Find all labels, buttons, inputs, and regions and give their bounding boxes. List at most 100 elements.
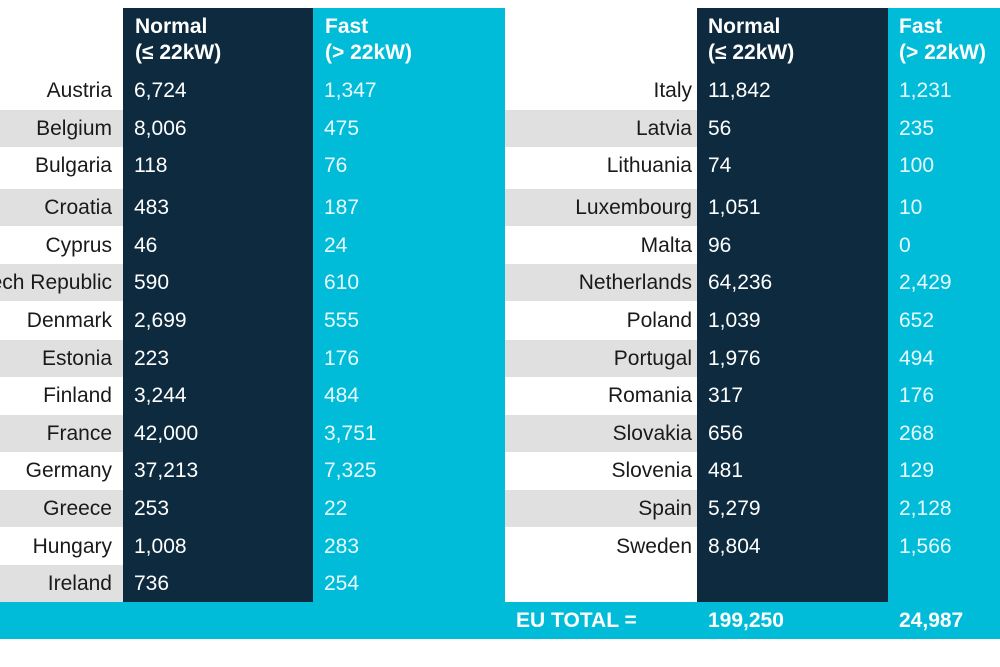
row-stripe <box>0 110 123 147</box>
fast-column-background <box>888 8 1000 602</box>
normal-value: 1,039 <box>708 309 761 332</box>
normal-value: 64,236 <box>708 271 773 294</box>
country-label: Portugal <box>613 347 692 370</box>
normal-value: 8,804 <box>708 535 761 558</box>
fast-value: 475 <box>324 117 360 140</box>
normal-value: 46 <box>134 234 158 257</box>
table-row: France 42,000 3,751 <box>0 415 505 452</box>
table-row: Malta 96 0 <box>505 227 1000 264</box>
fast-value: 610 <box>324 271 360 294</box>
table-row: Latvia 56 235 <box>505 110 1000 147</box>
fast-value: 176 <box>324 347 360 370</box>
normal-value: 483 <box>134 196 170 219</box>
row-stripe <box>505 415 697 452</box>
eu-total-bar <box>0 602 1000 639</box>
fast-value: 1,347 <box>324 79 377 102</box>
table-row: Hungary 1,008 283 <box>0 528 505 565</box>
normal-value: 481 <box>708 459 744 482</box>
table-row: Luxembourg 1,051 10 <box>505 189 1000 226</box>
fast-value: 555 <box>324 309 360 332</box>
normal-value: 656 <box>708 422 744 445</box>
row-stripe <box>0 415 123 452</box>
normal-value: 223 <box>134 347 170 370</box>
table-row: Croatia 483 187 <box>0 189 505 226</box>
table-row: Spain 5,279 2,128 <box>505 490 1000 527</box>
country-label: Austria <box>46 79 112 102</box>
country-label: Latvia <box>635 117 692 140</box>
fast-value: 494 <box>899 347 935 370</box>
country-label: Italy <box>653 79 692 102</box>
table-row: Ireland 736 254 <box>0 565 505 602</box>
table-row: Estonia 223 176 <box>0 340 505 377</box>
country-label: Ireland <box>47 572 112 595</box>
table-row: Lithuania 74 100 <box>505 147 1000 184</box>
normal-value: 1,008 <box>134 535 187 558</box>
fast-header-line1: Fast <box>899 15 943 38</box>
normal-header-line1: Normal <box>135 15 208 38</box>
normal-value: 11,842 <box>708 79 771 102</box>
normal-value: 736 <box>134 572 170 595</box>
normal-value: 590 <box>134 271 170 294</box>
fast-value: 129 <box>899 459 935 482</box>
country-label: Denmark <box>26 309 112 332</box>
country-label: Poland <box>626 309 692 332</box>
fast-value: 22 <box>324 497 348 520</box>
normal-value: 253 <box>134 497 170 520</box>
normal-value: 56 <box>708 117 732 140</box>
fast-value: 484 <box>324 384 360 407</box>
country-label: Bulgaria <box>34 154 112 177</box>
normal-value: 1,051 <box>708 196 761 219</box>
normal-value: 37,213 <box>134 459 199 482</box>
table-row: Sweden 8,804 1,566 <box>505 528 1000 565</box>
table-row: Germany 37,213 7,325 <box>0 452 505 489</box>
normal-value: 1,976 <box>708 347 761 370</box>
fast-value: 2,429 <box>899 271 952 294</box>
fast-value: 100 <box>899 154 935 177</box>
normal-column-background <box>697 8 888 602</box>
country-label: Croatia <box>44 196 112 219</box>
country-label: Germany <box>25 459 112 482</box>
country-label: France <box>46 422 112 445</box>
fast-column-background <box>313 8 505 602</box>
fast-value: 7,325 <box>324 459 377 482</box>
fast-value: 283 <box>324 535 360 558</box>
fast-value: 0 <box>899 234 911 257</box>
country-label: Romania <box>607 384 692 407</box>
eu-total-label: EU TOTAL = <box>516 609 637 632</box>
country-label: Spain <box>638 497 692 520</box>
table-row: Italy 11,842 1,231 <box>505 72 1000 109</box>
row-stripe <box>0 340 123 377</box>
row-stripe <box>505 340 697 377</box>
eu-total-fast-value: 24,987 <box>899 609 964 632</box>
normal-column-header: Normal (≤ 22kW) <box>708 14 794 66</box>
table-row: Belgium 8,006 475 <box>0 110 505 147</box>
fast-column-header: Fast (> 22kW) <box>325 14 412 66</box>
row-stripe <box>505 490 697 527</box>
normal-header-line1: Normal <box>708 15 781 38</box>
normal-value: 2,699 <box>134 309 187 332</box>
fast-value: 652 <box>899 309 935 332</box>
country-label: Estonia <box>41 347 112 370</box>
country-label: Hungary <box>32 535 112 558</box>
country-label: Luxembourg <box>575 196 692 219</box>
fast-value: 3,751 <box>324 422 377 445</box>
normal-column-header: Normal (≤ 22kW) <box>135 14 221 66</box>
fast-value: 1,231 <box>899 79 952 102</box>
table-row: Finland 3,244 484 <box>0 377 505 414</box>
normal-value: 3,244 <box>134 384 187 407</box>
normal-value: 118 <box>134 154 168 177</box>
table-row: Bulgaria 118 76 <box>0 147 505 184</box>
fast-value: 268 <box>899 422 935 445</box>
country-label: Lithuania <box>606 154 692 177</box>
normal-value: 74 <box>708 154 732 177</box>
table-row: Portugal 1,976 494 <box>505 340 1000 377</box>
table-row: ech Republic 590 610 <box>0 264 505 301</box>
country-label: Cyprus <box>45 234 112 257</box>
eu-total-normal-value: 199,250 <box>708 609 784 632</box>
row-stripe <box>505 189 697 226</box>
country-label: ech Republic <box>0 271 112 294</box>
table-row: Slovenia 481 129 <box>505 452 1000 489</box>
country-label: Slovakia <box>612 422 692 445</box>
fast-value: 76 <box>324 154 348 177</box>
normal-value: 317 <box>708 384 744 407</box>
